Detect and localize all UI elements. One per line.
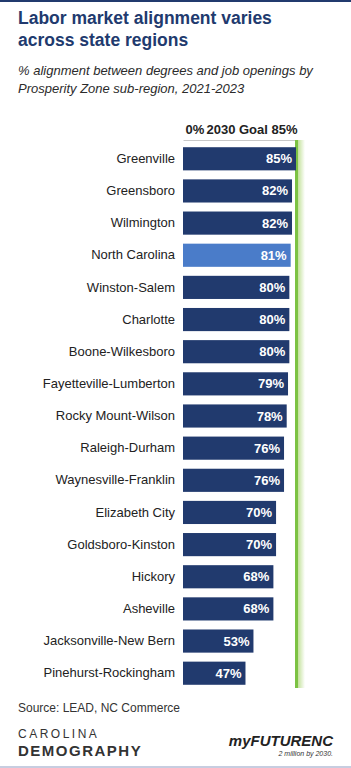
- data-label: 80%: [259, 312, 285, 327]
- data-label: 47%: [215, 666, 241, 681]
- y-tick: Jacksonville-New Bern: [44, 633, 176, 648]
- category-label: Waynesville-Franklin: [56, 472, 175, 487]
- subtitle: % alignment between degrees and job open…: [18, 63, 314, 96]
- y-axis: Greenville Greensboro Wilmington North Caro…: [43, 151, 176, 680]
- x-axis: 0%2030 Goal 85%: [184, 122, 298, 688]
- y-tick: Charlotte: [122, 312, 175, 327]
- category-label: Raleigh-Durham: [80, 440, 175, 455]
- bar: [183, 244, 291, 267]
- data-label: 80%: [259, 344, 285, 359]
- data-label: 78%: [257, 409, 283, 424]
- data-label: 81%: [261, 248, 287, 263]
- bar: [183, 212, 292, 235]
- data-label: 82%: [262, 183, 288, 198]
- bar: [183, 308, 289, 331]
- x-tick-line: [295, 140, 298, 688]
- category-label: Boone-Wilkesboro: [69, 344, 175, 359]
- data-label: 80%: [259, 280, 285, 295]
- data-label: 70%: [246, 537, 272, 552]
- chart: Labor market alignment variesacross stat…: [0, 0, 351, 768]
- bar: [183, 404, 287, 427]
- data-label: 53%: [223, 634, 249, 649]
- title: Labor market alignment variesacross stat…: [18, 8, 272, 50]
- logo-right: myFUTURENC: [229, 732, 334, 749]
- y-tick: Pinehurst-Rockingham: [43, 665, 175, 680]
- category-label: Asheville: [123, 601, 175, 616]
- bar: [183, 501, 276, 524]
- bottom-rule: [0, 766, 351, 768]
- bar: [183, 276, 289, 299]
- bar: [183, 147, 296, 170]
- data-label: 85%: [266, 151, 292, 166]
- data-label: 79%: [258, 376, 284, 391]
- category-label: Hickory: [132, 569, 176, 584]
- category-label: Fayetteville-Lumberton: [43, 376, 175, 391]
- category-label: Pinehurst-Rockingham: [43, 665, 175, 680]
- bar: [183, 662, 245, 685]
- logo-left-top: CAROLINA: [18, 727, 99, 741]
- y-tick: Asheville: [123, 601, 175, 616]
- x-axis-line: [184, 140, 297, 141]
- y-tick: Greensboro: [106, 183, 175, 198]
- bar: [183, 469, 284, 492]
- y-tick: Wilmington: [111, 215, 175, 230]
- y-tick: Goldsboro-Kinston: [67, 537, 175, 552]
- data-label: 68%: [243, 569, 269, 584]
- category-label: Winston-Salem: [87, 280, 175, 295]
- category-label: Wilmington: [111, 215, 175, 230]
- data-label: 68%: [243, 601, 269, 616]
- y-tick: Rocky Mount-Wilson: [56, 408, 175, 423]
- category-label: North Carolina: [91, 247, 176, 262]
- bar: [183, 629, 253, 652]
- category-label: Charlotte: [122, 312, 175, 327]
- x-tick-label: 2030 Goal 85%: [206, 122, 297, 137]
- logo-left-bottom: DEMOGRAPHY: [18, 742, 142, 759]
- top-rule: [0, 0, 351, 2]
- data-label: 70%: [246, 505, 272, 520]
- bar: [183, 565, 273, 588]
- source: Source: LEAD, NC Commerce: [18, 701, 180, 715]
- bars: [183, 147, 296, 685]
- y-tick: Boone-Wilkesboro: [69, 344, 175, 359]
- bar: [183, 437, 284, 460]
- y-tick: Winston-Salem: [87, 280, 175, 295]
- bar: [183, 533, 276, 556]
- category-label: Jacksonville-New Bern: [44, 633, 176, 648]
- y-tick: Greenville: [116, 151, 175, 166]
- y-tick: Fayetteville-Lumberton: [43, 376, 175, 391]
- data-label: 82%: [262, 216, 288, 231]
- y-tick: Raleigh-Durham: [80, 440, 175, 455]
- goal-glow: [297, 140, 305, 688]
- bar: [183, 372, 288, 395]
- y-tick: North Carolina: [91, 247, 176, 262]
- data-labels: 85% 82% 82% 81% 80% 80% 80% 79% 78% 76% 76% 70% 70% 6…: [215, 151, 292, 680]
- category-label: Greenville: [116, 151, 175, 166]
- category-label: Greensboro: [106, 183, 175, 198]
- bar: [183, 597, 273, 620]
- category-label: Elizabeth City: [96, 505, 176, 520]
- x-tick-label: 0%: [186, 122, 205, 137]
- annotations: Source: LEAD, NC Commerce CAROLINADEMOGRA…: [18, 701, 334, 759]
- category-label: Goldsboro-Kinston: [67, 537, 175, 552]
- y-tick: Hickory: [132, 569, 176, 584]
- y-tick: Elizabeth City: [96, 505, 176, 520]
- data-label: 76%: [254, 473, 280, 488]
- category-label: Rocky Mount-Wilson: [56, 408, 175, 423]
- bar: [183, 340, 289, 363]
- logo-right-tagline: 2 million by 2030.: [278, 750, 334, 758]
- data-label: 76%: [254, 441, 280, 456]
- y-tick: Waynesville-Franklin: [56, 472, 175, 487]
- bar: [183, 179, 292, 202]
